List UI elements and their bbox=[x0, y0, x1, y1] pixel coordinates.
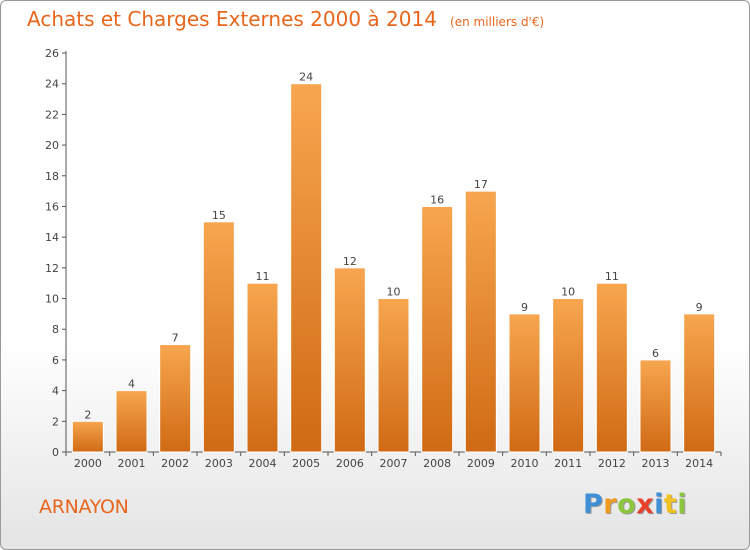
data-label-2004: 11 bbox=[256, 270, 270, 283]
bars-group bbox=[71, 83, 716, 453]
bar-2010 bbox=[508, 313, 541, 453]
data-label-2000: 2 bbox=[84, 408, 91, 421]
title-row: Achats et Charges Externes 2000 à 2014 (… bbox=[27, 7, 544, 31]
bar-2014 bbox=[683, 313, 716, 453]
logo-letter: i bbox=[677, 489, 688, 520]
y-tick-label: 2 bbox=[52, 415, 59, 428]
data-label-2006: 12 bbox=[343, 255, 357, 268]
x-tick-label: 2011 bbox=[554, 457, 582, 470]
chart-title: Achats et Charges Externes 2000 à 2014 bbox=[27, 7, 437, 31]
y-tick-label: 12 bbox=[45, 262, 59, 275]
data-label-2012: 11 bbox=[605, 270, 619, 283]
data-label-2014: 9 bbox=[696, 301, 703, 314]
bar-2002 bbox=[159, 344, 192, 453]
data-label-2013: 6 bbox=[652, 347, 659, 360]
y-tick-label: 14 bbox=[45, 231, 59, 244]
bar-2001 bbox=[115, 390, 148, 453]
bar-2013 bbox=[639, 359, 672, 453]
x-tick-label: 2005 bbox=[292, 457, 320, 470]
x-tick-label: 2000 bbox=[74, 457, 102, 470]
y-tick-label: 0 bbox=[52, 446, 59, 459]
data-label-2005: 24 bbox=[299, 71, 313, 84]
data-label-2003: 15 bbox=[212, 209, 226, 222]
town-name: ARNAYON bbox=[39, 496, 129, 518]
x-tick-label: 2010 bbox=[511, 457, 539, 470]
data-label-2002: 7 bbox=[172, 332, 179, 345]
y-tick-label: 4 bbox=[52, 385, 59, 398]
x-tick-label: 2001 bbox=[118, 457, 146, 470]
logo-letter: P bbox=[583, 489, 604, 520]
x-tick-label: 2004 bbox=[249, 457, 277, 470]
bar-2004 bbox=[246, 282, 279, 453]
bar-2005 bbox=[290, 83, 323, 453]
x-tick-label: 2008 bbox=[423, 457, 451, 470]
x-tick-label: 2007 bbox=[380, 457, 408, 470]
bar-2008 bbox=[421, 205, 454, 453]
y-tick-label: 8 bbox=[52, 323, 59, 336]
y-tick-label: 22 bbox=[45, 108, 59, 121]
data-label-2008: 16 bbox=[430, 193, 444, 206]
bar-2012 bbox=[595, 282, 628, 453]
logo-letter: r bbox=[603, 489, 618, 520]
x-tick-label: 2003 bbox=[205, 457, 233, 470]
y-tick-label: 26 bbox=[45, 47, 59, 60]
logo-letter: x bbox=[636, 489, 655, 520]
y-tick-label: 20 bbox=[45, 139, 59, 152]
bar-2000 bbox=[71, 420, 104, 453]
y-tick-label: 24 bbox=[45, 78, 59, 91]
data-label-2011: 10 bbox=[561, 286, 575, 299]
proxiti-logo: Proxiti bbox=[583, 489, 687, 520]
bar-2006 bbox=[333, 267, 366, 453]
bar-2011 bbox=[552, 298, 585, 453]
x-tick-label: 2002 bbox=[161, 457, 189, 470]
y-tick-label: 18 bbox=[45, 170, 59, 183]
x-tick-label: 2013 bbox=[642, 457, 670, 470]
logo-letter: o bbox=[617, 489, 637, 520]
y-tick-label: 6 bbox=[52, 354, 59, 367]
x-tick-label: 2014 bbox=[685, 457, 713, 470]
x-tick-label: 2006 bbox=[336, 457, 364, 470]
logo-letter: i bbox=[654, 489, 664, 520]
y-tick-label: 10 bbox=[45, 293, 59, 306]
data-label-2007: 10 bbox=[387, 286, 401, 299]
bar-2003 bbox=[202, 221, 235, 453]
bar-2007 bbox=[377, 298, 410, 453]
x-tick-label: 2012 bbox=[598, 457, 626, 470]
bar-2009 bbox=[464, 190, 497, 453]
y-tick-label: 16 bbox=[45, 200, 59, 213]
logo-letter: t bbox=[663, 489, 678, 520]
data-label-2009: 17 bbox=[474, 178, 488, 191]
data-label-2001: 4 bbox=[128, 378, 135, 391]
data-label-2010: 9 bbox=[521, 301, 528, 314]
chart-unit-subtitle: (en milliers d'€) bbox=[450, 15, 545, 29]
x-tick-label: 2009 bbox=[467, 457, 495, 470]
